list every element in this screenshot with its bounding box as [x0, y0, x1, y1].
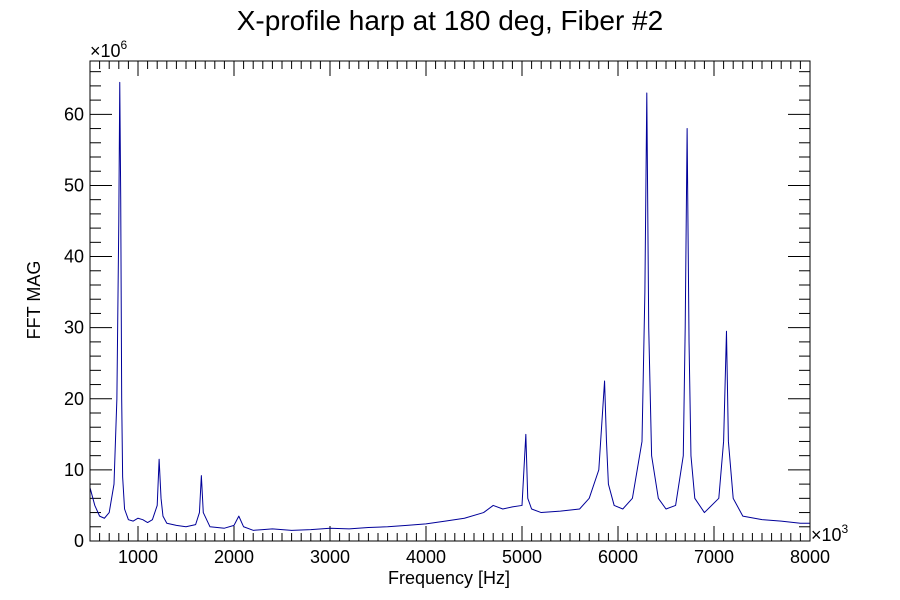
y-axis-title: FFT MAG: [24, 261, 44, 340]
y-tick-label: 0: [74, 531, 84, 551]
chart-title: X-profile harp at 180 deg, Fiber #2: [237, 5, 663, 36]
series-line: [89, 81, 810, 531]
x-tick-label: 1000: [118, 547, 158, 567]
y-tick-label: 20: [64, 389, 84, 409]
svg-text:×106: ×106: [90, 38, 128, 61]
x-tick-label: 5000: [502, 547, 542, 567]
y-tick-label: 10: [64, 460, 84, 480]
x-multiplier-exponent: 3: [842, 522, 849, 536]
y-multiplier-exponent: 6: [121, 38, 128, 52]
x-tick-label: 7000: [694, 547, 734, 567]
y-tick-label: 50: [64, 175, 84, 195]
x-tick-label: 6000: [598, 547, 638, 567]
x-tick-label: 3000: [310, 547, 350, 567]
x-axis-title: Frequency [Hz]: [388, 568, 510, 588]
x-multiplier: ×103: [811, 522, 849, 545]
x-multiplier-base: ×10: [811, 525, 842, 545]
y-multiplier: ×106: [90, 38, 128, 61]
x-tick-label: 2000: [214, 547, 254, 567]
axis-ticks: [89, 61, 811, 542]
y-tick-label: 60: [64, 104, 84, 124]
y-multiplier-base: ×10: [90, 41, 121, 61]
y-tick-label: 30: [64, 318, 84, 338]
x-tick-label: 8000: [790, 547, 830, 567]
x-tick-label: 4000: [406, 547, 446, 567]
axis-tick-labels: 1000 2000 3000 4000 5000 6000 7000 8000 0 10 20 30 4…: [64, 104, 830, 567]
svg-text:×103: ×103: [811, 522, 849, 545]
plot-frame: [89, 60, 811, 542]
y-tick-label: 40: [64, 247, 84, 267]
